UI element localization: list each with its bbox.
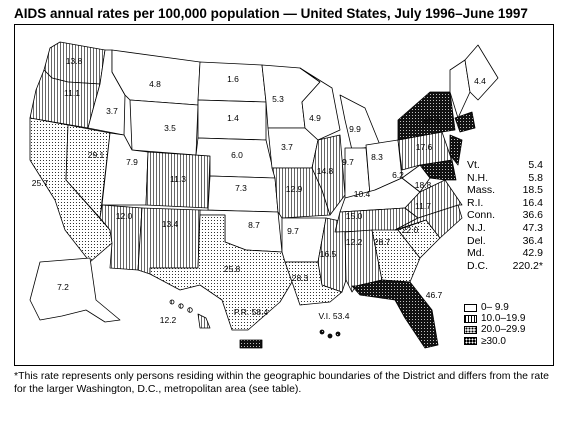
state-nj [449,134,463,166]
legend-swatch-blank [464,303,477,312]
small-states-table: Vt. 5.4 N.H. 5.8 Mass. 18.5 R.I. 16.4 Conn. 3… [467,159,543,272]
value-ks: 7.3 [235,183,247,193]
value-in: 9.7 [342,157,354,167]
value-va: 18.8 [415,180,432,190]
value-nd: 1.6 [227,74,239,84]
legend-item: ≥30.0 [464,336,526,347]
value-me: 4.4 [474,76,486,86]
map-frame [14,24,554,366]
table-row: Conn. 36.6 [467,209,543,222]
value-mi: 9.9 [349,124,361,134]
state-values: 13.8 11.1 25.7 29.1 3.7 4.8 3.5 7.9 11.3… [32,56,486,325]
value-fl: 46.7 [426,290,443,300]
legend-swatch-lines [464,314,477,323]
value-mn: 5.3 [272,94,284,104]
table-row: N.H. 5.8 [467,171,543,184]
table-row: Mass. 18.5 [467,184,543,197]
value-ar: 9.7 [287,226,299,236]
value-wy: 3.5 [164,123,176,133]
state-ia [267,127,319,169]
legend-item: 0– 9.9 [464,302,526,313]
table-row: D.C. 220.2* [467,259,543,272]
value-al: 12.2 [346,237,363,247]
state-nm [137,207,201,275]
legend-swatch-dark [464,337,477,346]
value-nc: 11.7 [415,201,431,211]
value-ia: 3.7 [281,142,293,152]
territory-vi [319,329,341,339]
value-co: 11.3 [170,174,186,184]
state-fl [351,279,439,349]
value-ok: 8.7 [248,220,260,230]
state-mi [339,94,381,151]
value-pr: P.R. 58.4 [234,307,269,317]
value-il: 14.8 [317,166,334,176]
value-id: 3.7 [106,106,118,116]
state-ks [207,175,279,213]
value-ut: 7.9 [126,157,138,167]
value-nm: 13.4 [162,219,179,229]
table-row: N.J. 47.3 [467,221,543,234]
value-ms: 16.5 [320,249,337,259]
legend-item: 10.0–19.9 [464,313,526,324]
value-ak: 7.2 [57,282,69,292]
table-row: Del. 36.4 [467,234,543,247]
state-me [464,44,499,101]
state-new-england-north [449,59,471,119]
value-ga: 28.7 [374,237,391,247]
territory-pr [239,339,263,349]
value-hi: 12.2 [160,315,177,325]
value-or: 11.1 [64,88,80,98]
table-row: R.I. 16.4 [467,196,543,209]
value-pa: 17.6 [416,142,433,152]
value-wi: 4.9 [309,113,321,123]
value-mt: 4.8 [149,79,161,89]
legend-swatch-dots [464,325,477,334]
value-ny: 68.9 [424,116,441,126]
state-new-england-south [454,111,476,133]
legend: 0– 9.9 10.0–19.9 20.0–29.9 ≥30.0 [464,302,526,347]
state-ny [397,91,456,141]
value-tx: 25.8 [224,264,241,274]
value-oh: 8.3 [371,152,383,162]
state-tx [149,214,293,331]
value-az: 12.0 [116,211,133,221]
value-sc: 22.0 [402,225,419,235]
value-wv: 6.2 [392,170,404,180]
map-title: AIDS annual rates per 100,000 population… [14,6,528,21]
table-row: Vt. 5.4 [467,159,543,171]
value-tn: 15.0 [346,211,363,221]
value-ne: 6.0 [231,150,243,160]
state-hi [169,299,211,329]
value-la: 28.3 [292,273,309,283]
legend-item: 20.0–29.9 [464,324,526,335]
state-ak [29,257,121,323]
state-il [311,134,346,216]
value-mo: 12.9 [286,184,303,194]
value-ca: 25.7 [32,178,49,188]
value-vi: V.I. 53.4 [319,311,350,321]
value-wa: 13.8 [66,56,83,66]
table-row: Md. 42.9 [467,247,543,260]
value-sd: 1.4 [227,113,239,123]
state-wi [299,67,341,141]
value-ky: 10.4 [354,189,371,199]
footnote: *This rate represents only persons resid… [14,370,550,395]
value-nv: 29.1 [88,150,105,160]
